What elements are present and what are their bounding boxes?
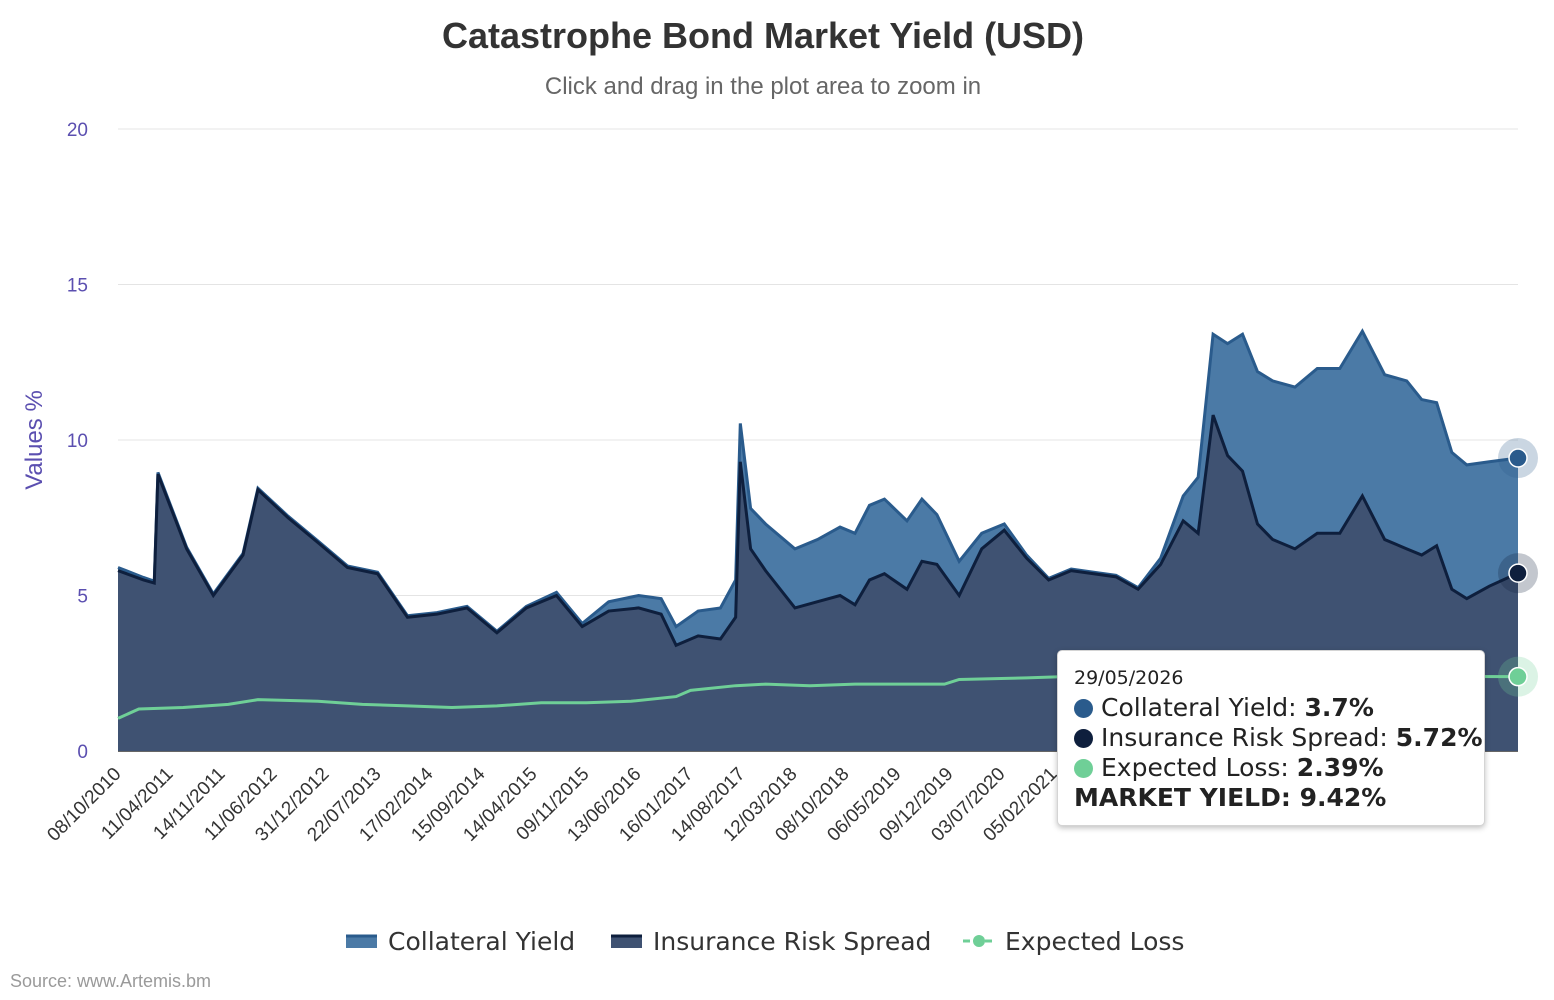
tooltip-dot-collateral: [1074, 699, 1093, 718]
tooltip-total-label: MARKET YIELD:: [1074, 783, 1300, 812]
legend-label-insurance-risk-spread: Insurance Risk Spread: [653, 927, 931, 956]
source-credit[interactable]: Source: www.Artemis.bm: [10, 971, 212, 991]
legend-label-expected-loss: Expected Loss: [1005, 927, 1184, 956]
legend-marker-expected-loss: [973, 935, 985, 947]
tooltip-value-expected-loss: 2.39%: [1296, 753, 1384, 782]
marker-insurance-risk-spread: [1508, 563, 1528, 583]
series-collateral-yield-line: [117, 328, 1519, 634]
legend-swatch-collateral-yield: [346, 936, 377, 948]
y-tick-label: 0: [77, 742, 88, 763]
tooltip-value-spread: 5.72%: [1395, 723, 1483, 752]
tooltip-row-collateral: Collateral Yield: 3.7%: [1074, 693, 1484, 723]
chart-subtitle: Click and drag in the plot area to zoom …: [545, 73, 981, 100]
tooltip-dot-spread: [1074, 729, 1093, 748]
series-insurance-risk-spread-line: [117, 414, 1519, 648]
y-tick-label: 5: [77, 587, 88, 608]
tooltip-total-value: 9.42%: [1299, 783, 1387, 812]
tooltip-value-collateral: 3.7%: [1304, 693, 1374, 722]
y-tick-label: 20: [67, 120, 88, 141]
chart-title: Catastrophe Bond Market Yield (USD): [442, 15, 1084, 56]
tooltip-date: 29/05/2026: [1074, 667, 1184, 689]
y-tick-label: 10: [67, 431, 88, 452]
marker-expected-loss: [1508, 666, 1528, 687]
legend-label-collateral-yield: Collateral Yield: [388, 927, 575, 956]
tooltip-total: MARKET YIELD: 9.42%: [1074, 783, 1484, 813]
tooltip-label-spread: Insurance Risk Spread:: [1101, 723, 1396, 752]
tooltip-dot-expected-loss: [1074, 759, 1093, 778]
y-tick-label: 15: [67, 276, 88, 297]
tooltip: 29/05/2026 Collateral Yield: 3.7% Insura…: [1057, 650, 1485, 826]
legend-swatch-insurance-risk-spread: [611, 936, 642, 948]
y-axis-title: Values %: [21, 390, 48, 490]
tooltip-label-collateral: Collateral Yield:: [1101, 693, 1305, 722]
tooltip-row-expected-loss: Expected Loss: 2.39%: [1074, 753, 1484, 783]
marker-collateral-yield: [1508, 448, 1528, 468]
tooltip-label-expected-loss: Expected Loss:: [1101, 753, 1297, 782]
tooltip-row-spread: Insurance Risk Spread: 5.72%: [1074, 723, 1484, 753]
legend: Collateral Yield Insurance Risk Spread Exp…: [346, 927, 1184, 956]
hover-markers: [1498, 438, 1538, 697]
